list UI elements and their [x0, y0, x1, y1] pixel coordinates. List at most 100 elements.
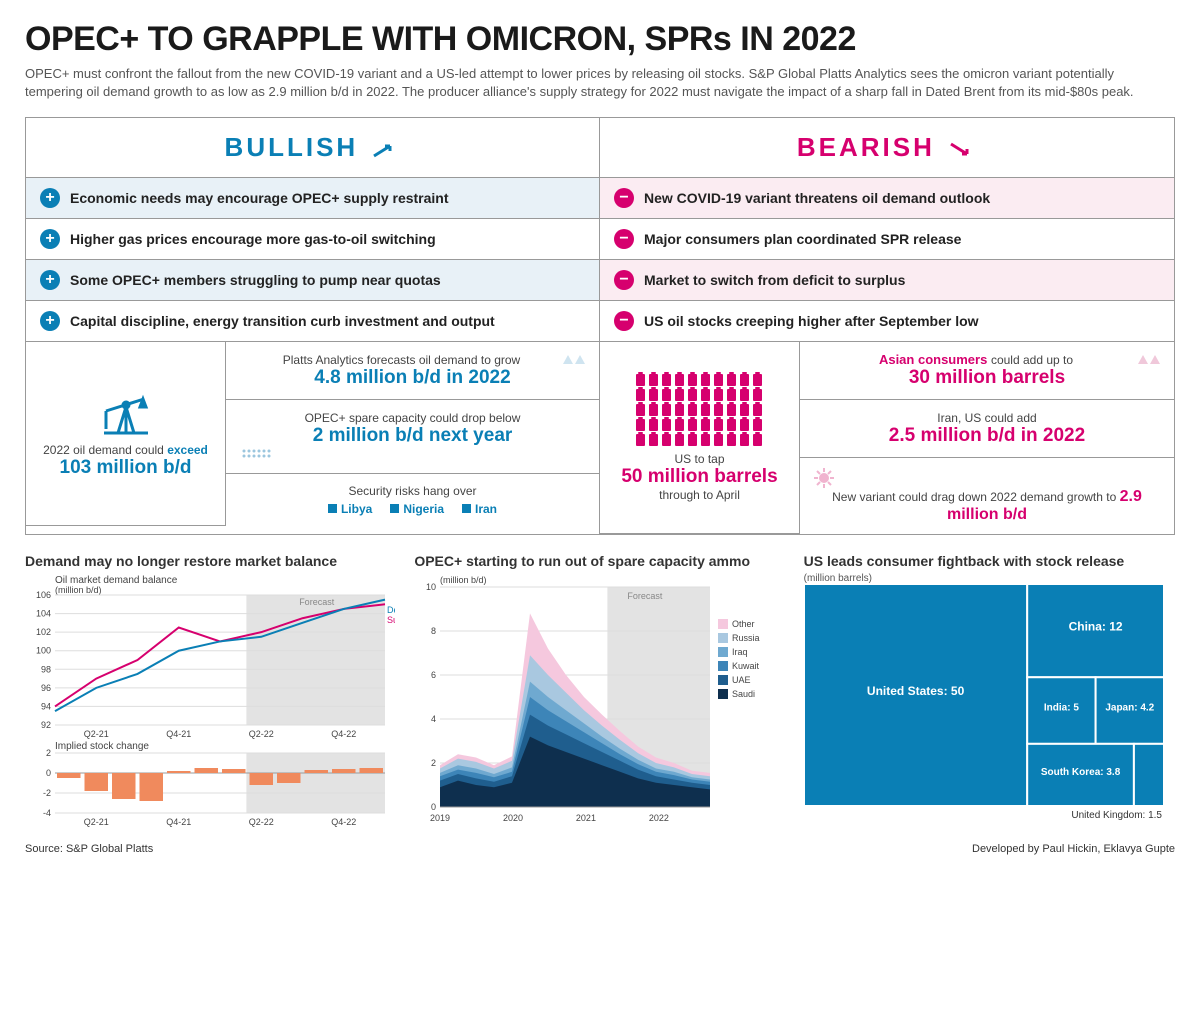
svg-text:0: 0 [46, 768, 51, 778]
svg-text:6: 6 [431, 670, 436, 680]
item-text: Market to switch from deficit to surplus [644, 272, 905, 288]
detail-label: could add up to [991, 353, 1073, 367]
svg-text:Kuwait: Kuwait [732, 661, 760, 671]
bearish-detail: Asian consumers could add up to 30 milli… [800, 342, 1174, 400]
svg-text:100: 100 [36, 646, 51, 656]
dots-icon [240, 447, 280, 463]
big-value: 103 million b/d [60, 457, 192, 479]
svg-text:UAE: UAE [732, 675, 751, 685]
bearish-details: US to tap 50 million barrels through to … [600, 342, 1174, 534]
plus-icon: + [40, 311, 60, 331]
svg-text:Q2-22: Q2-22 [249, 729, 274, 739]
big-pre: 2022 oil demand could [43, 443, 167, 457]
svg-text:Supply: Supply [387, 615, 395, 625]
bullish-detail: Platts Analytics forecasts oil demand to… [226, 342, 599, 400]
charts-row: Demand may no longer restore market bala… [25, 553, 1175, 833]
svg-text:Russia: Russia [732, 633, 760, 643]
svg-text:2021: 2021 [576, 813, 596, 823]
detail-value: 2.5 million b/d in 2022 [889, 425, 1085, 446]
svg-text:Q2-22: Q2-22 [249, 817, 274, 827]
bearish-side: BEARISH −New COVID-19 variant threatens … [600, 118, 1174, 534]
detail-label: OPEC+ spare capacity could drop below [305, 411, 521, 425]
svg-text:2020: 2020 [503, 813, 523, 823]
security-label: Security risks hang over [240, 484, 585, 498]
svg-text:98: 98 [41, 665, 51, 675]
bearish-header: BEARISH [600, 118, 1174, 178]
bullish-header: BULLISH [26, 118, 599, 178]
svg-text:10: 10 [426, 582, 436, 592]
bullish-items: +Economic needs may encourage OPEC+ supp… [26, 178, 599, 342]
minus-icon: − [614, 229, 634, 249]
bullish-label: BULLISH [225, 132, 359, 162]
chart-title: US leads consumer fightback with stock r… [804, 553, 1175, 569]
arrow-up-icon [563, 355, 573, 364]
item-text: New COVID-19 variant threatens oil deman… [644, 190, 990, 206]
svg-text:Forecast: Forecast [628, 591, 664, 601]
security-country: Libya [328, 502, 372, 516]
svg-text:Japan: 4.2: Japan: 4.2 [1105, 703, 1154, 714]
bullish-details: 2022 oil demand could exceed 103 million… [26, 342, 599, 526]
svg-text:Implied stock change: Implied stock change [55, 741, 149, 752]
svg-text:2019: 2019 [430, 813, 450, 823]
bearish-detail: New variant could drag down 2022 demand … [800, 458, 1174, 534]
svg-text:Iraq: Iraq [732, 647, 748, 657]
plus-icon: + [40, 270, 60, 290]
chart-title: OPEC+ starting to run out of spare capac… [414, 553, 785, 569]
svg-text:India: 5: India: 5 [1044, 703, 1079, 714]
arrow-up-icon [372, 140, 400, 160]
detail-pre: Asian consumers [879, 352, 991, 367]
bearish-items: −New COVID-19 variant threatens oil dema… [600, 178, 1174, 342]
footer: Source: S&P Global Platts Developed by P… [25, 843, 1175, 855]
bullish-detail: OPEC+ spare capacity could drop below 2 … [226, 400, 599, 474]
svg-text:8: 8 [431, 626, 436, 636]
svg-text:Saudi: Saudi [732, 689, 755, 699]
arrow-up-icon [1138, 355, 1148, 364]
svg-text:92: 92 [41, 720, 51, 730]
svg-text:Q4-21: Q4-21 [166, 729, 191, 739]
item-text: Major consumers plan coordinated SPR rel… [644, 231, 961, 247]
svg-text:United Kingdom: 1.5: United Kingdom: 1.5 [1071, 810, 1162, 821]
svg-text:2: 2 [431, 758, 436, 768]
svg-text:Forecast: Forecast [299, 597, 335, 607]
arrow-up-icon [1150, 355, 1160, 364]
bearish-label: BEARISH [797, 132, 935, 162]
bullish-item: +Some OPEC+ members struggling to pump n… [26, 260, 599, 301]
bullish-side: BULLISH +Economic needs may encourage OP… [26, 118, 600, 534]
big-emph: exceed [167, 443, 208, 457]
minus-icon: − [614, 311, 634, 331]
svg-text:Other: Other [732, 619, 755, 629]
plus-icon: + [40, 188, 60, 208]
chart-treemap: US leads consumer fightback with stock r… [804, 553, 1175, 833]
pumpjack-icon [96, 389, 156, 439]
svg-text:China: 12: China: 12 [1068, 620, 1122, 634]
svg-text:Q4-22: Q4-22 [331, 817, 356, 827]
chart2-svg: (million b/d)Forecast0246810201920202021… [414, 573, 784, 833]
item-text: US oil stocks creeping higher after Sept… [644, 313, 979, 329]
svg-text:Q4-22: Q4-22 [331, 729, 356, 739]
svg-text:102: 102 [36, 628, 51, 638]
svg-text:0: 0 [431, 802, 436, 812]
chart-spare-capacity: OPEC+ starting to run out of spare capac… [414, 553, 785, 833]
svg-text:Q2-21: Q2-21 [84, 817, 109, 827]
svg-text:96: 96 [41, 683, 51, 693]
page-subtitle: OPEC+ must confront the fallout from the… [25, 65, 1175, 101]
bullish-item: +Capital discipline, energy transition c… [26, 301, 599, 342]
arrow-up-icon [575, 355, 585, 364]
arrow-down-icon [949, 140, 977, 160]
chart-units: (million barrels) [804, 573, 1175, 584]
bearish-detail: Iran, US could add 2.5 million b/d in 20… [800, 400, 1174, 458]
page-title: OPEC+ TO GRAPPLE WITH OMICRON, SPRs IN 2… [25, 20, 1175, 59]
detail-label: Platts Analytics forecasts oil demand to… [283, 353, 520, 367]
svg-text:4: 4 [431, 714, 436, 724]
detail-value: 4.8 million b/d in 2022 [314, 367, 510, 388]
minus-icon: − [614, 188, 634, 208]
bearish-item: −US oil stocks creeping higher after Sep… [600, 301, 1174, 342]
security-country: Nigeria [390, 502, 444, 516]
svg-text:Q4-21: Q4-21 [166, 817, 191, 827]
bearish-big-stat: US to tap 50 million barrels through to … [600, 342, 800, 534]
svg-text:2022: 2022 [649, 813, 669, 823]
chart3-svg: United States: 50China: 12India: 5Japan:… [804, 584, 1174, 824]
big-pre: US to tap [674, 452, 724, 466]
bullish-item: +Higher gas prices encourage more gas-to… [26, 219, 599, 260]
chart1-svg: Oil market demand balance(million b/d)Fo… [25, 573, 395, 833]
